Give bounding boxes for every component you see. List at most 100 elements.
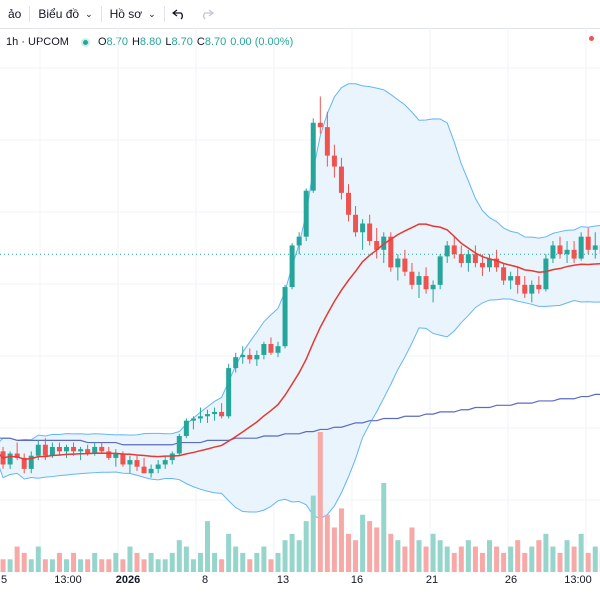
candle-body (310, 122, 316, 191)
candle-body (254, 354, 260, 360)
volume-bar (197, 552, 203, 572)
volume-bar (310, 495, 316, 572)
candle-body (592, 245, 598, 250)
alert-dot-icon (589, 36, 594, 41)
candle-body (515, 276, 521, 285)
volume-bar (183, 546, 189, 572)
volume-bar (324, 514, 330, 572)
volume-bar (64, 559, 69, 572)
volume-bar (303, 521, 309, 572)
candle-body (268, 344, 274, 353)
candle-body (416, 276, 422, 285)
time-axis-label: 26 (504, 574, 518, 586)
volume-bar (226, 533, 232, 572)
candle-body (557, 245, 563, 255)
candle-body (78, 449, 84, 452)
low-label: L (165, 36, 172, 48)
candle-body (402, 258, 408, 272)
volume-bar (99, 559, 105, 572)
volume-bar (416, 540, 422, 572)
volume-bar (275, 552, 281, 572)
volume-bar (571, 546, 577, 572)
volume-bar (444, 546, 450, 572)
candle-body (472, 254, 478, 263)
candle-body (205, 414, 210, 417)
market-status-dot (80, 37, 90, 47)
candle-body (148, 468, 154, 474)
close-value: 8.70 (204, 36, 227, 48)
time-axis-label: 13 (276, 574, 290, 586)
candle-body (282, 287, 288, 347)
candle-body (360, 223, 366, 233)
candle-body (28, 455, 34, 469)
open-label: O (97, 36, 107, 48)
candle-body (367, 223, 373, 242)
candle-body (296, 236, 302, 246)
volume-bar (409, 527, 415, 572)
candle-body (64, 446, 69, 452)
candle-body (183, 420, 189, 436)
candle-body (487, 258, 492, 268)
candle-body (451, 245, 457, 255)
high-value: 8.80 (139, 36, 162, 48)
time-axis-label: 8 (201, 574, 209, 586)
volume-bar (402, 546, 408, 572)
volume-bar (134, 552, 140, 572)
candle-body (578, 236, 584, 259)
volume-bar (296, 540, 302, 572)
volume-bar (176, 540, 182, 572)
volume-bar (578, 533, 584, 572)
candle-body (169, 453, 175, 461)
volume-bar (465, 540, 471, 572)
volume-bar (353, 540, 359, 572)
candle-body (494, 258, 500, 268)
candle-body (465, 254, 471, 263)
price-chart[interactable] (0, 28, 600, 572)
candle-body (508, 276, 514, 281)
volume-bar (360, 514, 366, 572)
time-axis-label: 21 (425, 574, 439, 586)
volume-bar (430, 533, 436, 572)
candle-body (85, 449, 91, 454)
volume-bar (367, 521, 373, 572)
volume-bar (331, 527, 337, 572)
candle-body (374, 241, 380, 250)
volume-bar (451, 552, 457, 572)
volume-bar (268, 559, 274, 572)
toolbar-item-partial[interactable]: ảo (0, 0, 29, 28)
profile-menu-button[interactable]: Hồ sơ ⌄ (102, 0, 164, 28)
volume-bar (515, 540, 521, 572)
toolbar-divider (163, 6, 165, 22)
volume-bar (472, 546, 478, 572)
chevron-down-icon: ⌄ (148, 8, 156, 19)
volume-bar (169, 552, 175, 572)
volume-bar (35, 546, 41, 572)
volume-bar (92, 552, 98, 572)
toolbar-divider (29, 6, 31, 22)
candle-body (261, 344, 267, 355)
volume-bar (141, 559, 147, 572)
candle-body (479, 262, 485, 268)
candle-body (529, 284, 535, 294)
volume-bar (381, 482, 387, 572)
candle-body (444, 245, 450, 257)
time-axis-label: 13:00 (54, 574, 82, 586)
chart-menu-button[interactable]: Biểu đồ ⌄ (30, 0, 100, 28)
volume-bar (233, 546, 239, 572)
undo-button[interactable] (165, 0, 193, 28)
volume-bar (71, 552, 77, 572)
profile-menu-label: Hồ sơ (109, 7, 143, 21)
volume-bar (592, 546, 598, 572)
symbol-label[interactable]: 1h · UPCOM (6, 36, 69, 48)
volume-bar (190, 559, 196, 572)
volume-bar (458, 546, 464, 572)
redo-button[interactable] (193, 0, 221, 28)
volume-bar (28, 559, 34, 572)
volume-bar (338, 508, 344, 572)
candle-body (71, 446, 77, 452)
volume-bar (317, 432, 323, 572)
candle-body (219, 411, 225, 417)
candle-body (571, 249, 577, 259)
volume-bar (85, 559, 91, 572)
volume-bar (494, 546, 500, 572)
